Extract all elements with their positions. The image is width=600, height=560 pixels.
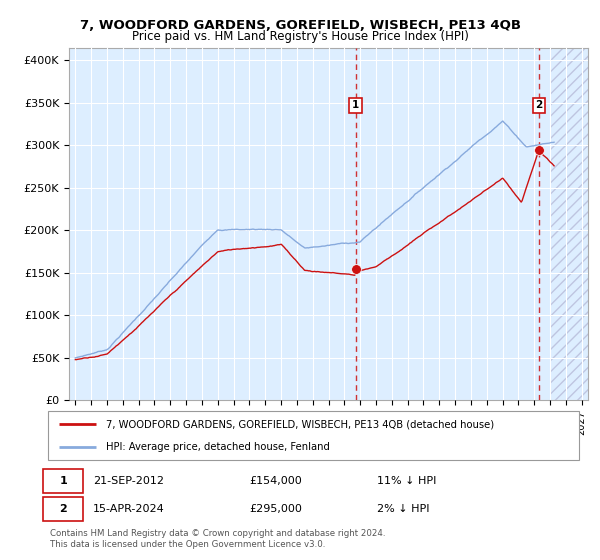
- FancyBboxPatch shape: [43, 469, 83, 493]
- Text: 2: 2: [59, 504, 67, 514]
- Text: 2% ↓ HPI: 2% ↓ HPI: [377, 504, 430, 514]
- Text: 15-APR-2024: 15-APR-2024: [93, 504, 165, 514]
- Text: 2: 2: [535, 100, 542, 110]
- Text: 7, WOODFORD GARDENS, GOREFIELD, WISBECH, PE13 4QB (detached house): 7, WOODFORD GARDENS, GOREFIELD, WISBECH,…: [106, 419, 494, 430]
- Text: HPI: Average price, detached house, Fenland: HPI: Average price, detached house, Fenl…: [106, 442, 330, 452]
- Text: Price paid vs. HM Land Registry's House Price Index (HPI): Price paid vs. HM Land Registry's House …: [131, 30, 469, 43]
- FancyBboxPatch shape: [48, 411, 579, 460]
- Text: 7, WOODFORD GARDENS, GOREFIELD, WISBECH, PE13 4QB: 7, WOODFORD GARDENS, GOREFIELD, WISBECH,…: [79, 19, 521, 32]
- Text: 1: 1: [59, 476, 67, 486]
- Text: £154,000: £154,000: [250, 476, 302, 486]
- Text: 1: 1: [352, 100, 359, 110]
- Text: 11% ↓ HPI: 11% ↓ HPI: [377, 476, 437, 486]
- Text: Contains HM Land Registry data © Crown copyright and database right 2024.
This d: Contains HM Land Registry data © Crown c…: [50, 529, 385, 549]
- FancyBboxPatch shape: [43, 497, 83, 521]
- Text: 21-SEP-2012: 21-SEP-2012: [93, 476, 164, 486]
- Text: £295,000: £295,000: [250, 504, 302, 514]
